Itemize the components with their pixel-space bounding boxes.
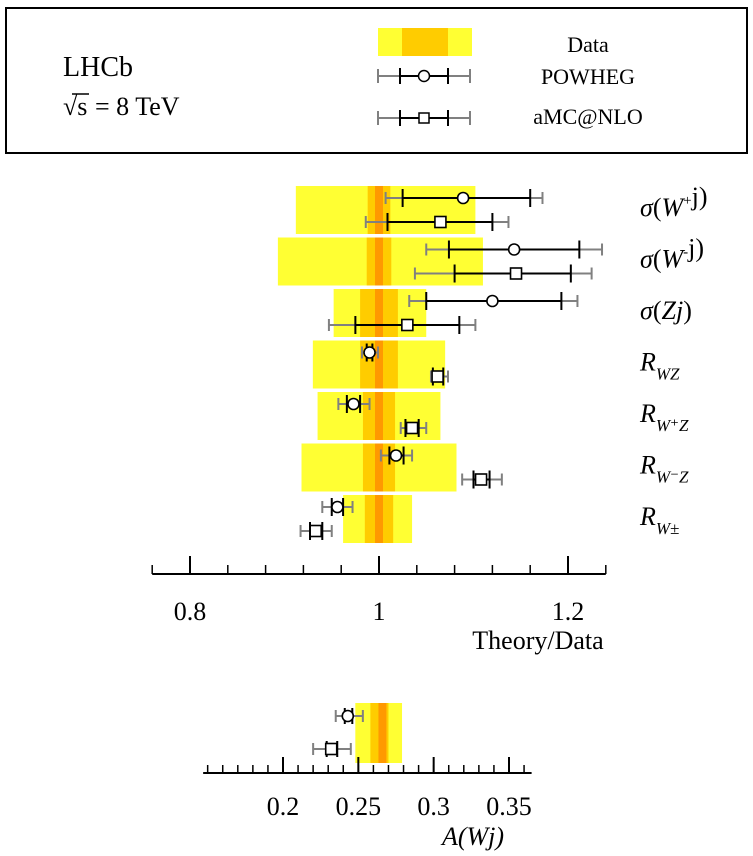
label-symbol: σ bbox=[640, 245, 654, 274]
label-symbol: σ bbox=[640, 296, 654, 325]
data-bands bbox=[277, 186, 483, 543]
POWHEG-point bbox=[331, 500, 344, 514]
data-band-center bbox=[375, 340, 383, 389]
aMC@NLO-point bbox=[401, 318, 414, 332]
POWHEG-point bbox=[341, 709, 355, 723]
aMC@NLO-point bbox=[434, 215, 447, 229]
x-axis-main: 0.8 1 1.2 bbox=[151, 556, 607, 626]
theory-markers bbox=[299, 189, 604, 540]
label-sub: WZ bbox=[656, 365, 680, 384]
label-sub: W± bbox=[656, 519, 680, 538]
tick-label: 0.3 bbox=[417, 792, 450, 821]
asym-theory-markers bbox=[312, 708, 364, 757]
x-axis-title-main: Theory/Data bbox=[472, 626, 604, 655]
data-band-center bbox=[375, 186, 383, 234]
energy-value-label: = 8 TeV bbox=[95, 92, 180, 121]
aMC@NLO-point bbox=[405, 421, 419, 435]
aMC@NLO-point bbox=[309, 524, 322, 538]
legend-entry-amcnlo: aMC@NLO bbox=[533, 104, 642, 129]
label-close: ) bbox=[683, 296, 692, 325]
x-axis-title-asym: A(Wj) bbox=[440, 822, 504, 851]
label-sub: W⁻Z bbox=[656, 468, 689, 487]
observable-label: RW± bbox=[639, 502, 679, 538]
legend: LHCb √s = 8 TeV Data POWHEG aM bbox=[5, 7, 748, 154]
legend-frame bbox=[5, 7, 748, 154]
observable-label: σ(Zj) bbox=[640, 296, 692, 325]
asym-band-center bbox=[378, 703, 387, 763]
data-band-center bbox=[375, 443, 383, 492]
aMC@NLO-point bbox=[474, 473, 488, 486]
label-base: R bbox=[639, 348, 656, 377]
POWHEG-point bbox=[507, 243, 521, 256]
legend-entry-data: Data bbox=[567, 32, 609, 57]
data-band-center bbox=[375, 392, 383, 440]
tick-label: 0.35 bbox=[486, 792, 532, 821]
label-base: R bbox=[639, 502, 656, 531]
tick-label: 1 bbox=[373, 597, 386, 626]
POWHEG-point bbox=[456, 191, 470, 205]
label-paren: ( bbox=[653, 245, 662, 274]
tick-label: 0.8 bbox=[174, 597, 207, 626]
POWHEG-point bbox=[347, 397, 360, 411]
label-paren: ( bbox=[653, 193, 662, 222]
data-band-center bbox=[375, 289, 383, 337]
legend-data-swatch bbox=[378, 28, 472, 56]
observable-label: RW⁻Z bbox=[639, 451, 689, 487]
aMC@NLO-point bbox=[509, 267, 523, 280]
label-base: R bbox=[639, 451, 656, 480]
label-sup: - bbox=[683, 245, 688, 261]
experiment-label: LHCb bbox=[63, 52, 133, 83]
label-base: R bbox=[639, 399, 656, 428]
label-sub: W⁺Z bbox=[656, 416, 689, 435]
observable-label: σ(W+j) bbox=[640, 182, 708, 222]
label-close: j) bbox=[691, 182, 708, 211]
label-sup: + bbox=[683, 193, 691, 209]
energy-root-label: √s bbox=[63, 92, 87, 121]
POWHEG-point bbox=[363, 346, 376, 359]
observable-label: RWZ bbox=[639, 348, 680, 384]
legend-entry-powheg: POWHEG bbox=[541, 64, 635, 89]
observable-label: σ(W-j) bbox=[640, 234, 704, 274]
asymmetry-panel: 0.2 0.25 0.3 0.35 A(Wj) bbox=[203, 703, 532, 851]
observable-label: RW⁺Z bbox=[639, 399, 689, 435]
label-base: Zj bbox=[662, 296, 684, 325]
tick-label: 0.2 bbox=[267, 792, 300, 821]
data-band-center bbox=[375, 495, 383, 543]
label-base: W bbox=[662, 193, 686, 222]
label-base: W bbox=[662, 245, 686, 274]
label-close: j) bbox=[687, 234, 704, 263]
tick-label: 0.25 bbox=[336, 792, 382, 821]
POWHEG-point bbox=[389, 449, 403, 462]
label-paren: ( bbox=[653, 296, 662, 325]
x-axis-asym: 0.2 0.25 0.3 0.35 bbox=[203, 757, 532, 821]
legend-powheg-marker bbox=[377, 68, 471, 84]
aMC@NLO-point bbox=[431, 370, 444, 383]
data-band-center bbox=[375, 237, 383, 286]
label-symbol: σ bbox=[640, 193, 654, 222]
legend-data-inner bbox=[402, 28, 448, 56]
aMC@NLO-point bbox=[324, 742, 338, 756]
POWHEG-point bbox=[486, 294, 499, 308]
tick-label: 1.2 bbox=[552, 597, 585, 626]
legend-amcnlo-marker bbox=[377, 110, 471, 126]
